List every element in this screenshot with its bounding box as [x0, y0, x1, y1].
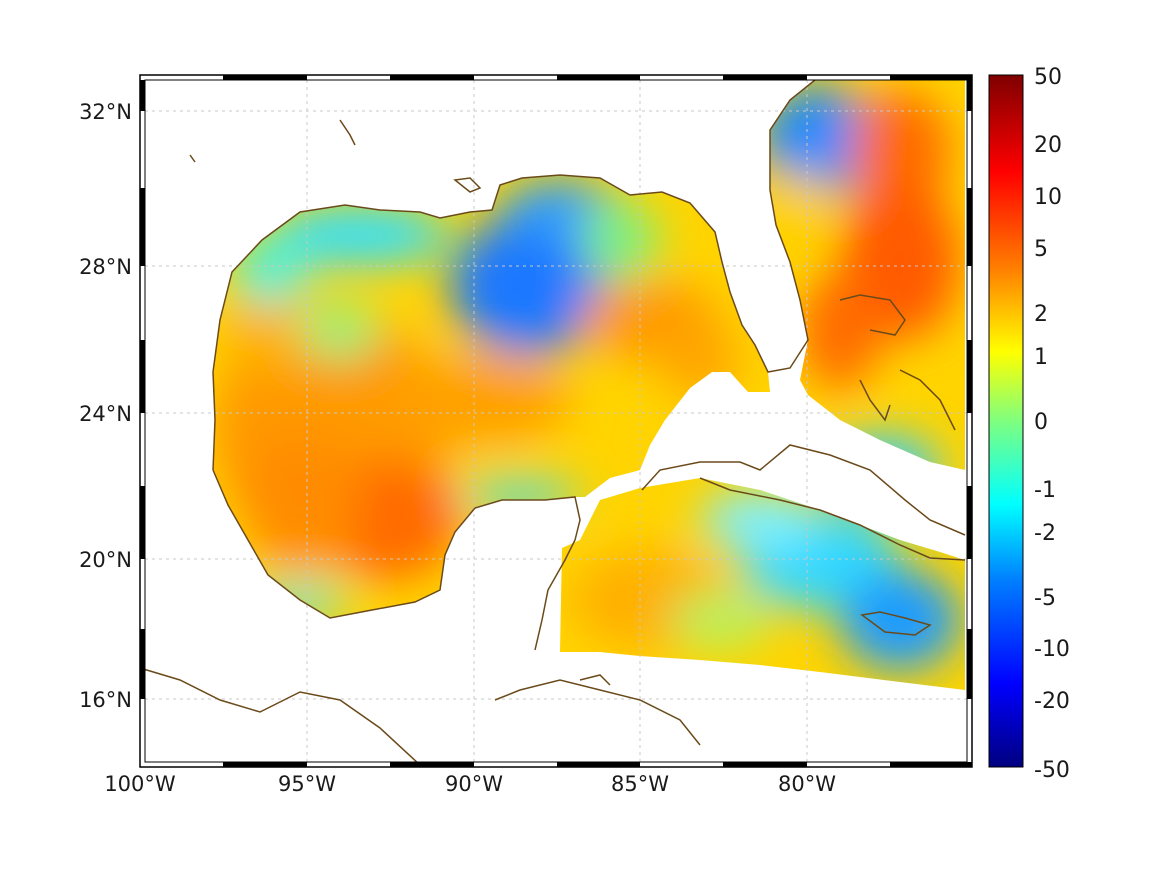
- colorbar-gradient: [988, 74, 1024, 768]
- colorbar-label: -20: [1034, 689, 1070, 714]
- lon-label: 85°W: [611, 772, 669, 796]
- lon-label: 100°W: [104, 772, 176, 796]
- colorbar-label: 0: [1034, 410, 1048, 435]
- colorbar-label: 10: [1034, 185, 1062, 210]
- colorbar-label: -2: [1034, 521, 1056, 546]
- colorbar-label: 50: [1034, 65, 1062, 90]
- lon-label: 90°W: [445, 772, 503, 796]
- latitude-labels: 32°N 28°N 24°N 20°N 16°N: [79, 100, 132, 712]
- colorbar-label: 20: [1034, 133, 1062, 158]
- longitude-labels: 100°W 95°W 90°W 85°W 80°W: [104, 772, 836, 796]
- colorbar-label: 1: [1034, 345, 1048, 370]
- colorbar: 50 20 10 5 2 1 0 -1 -2 -5 -10 -20 -50: [988, 65, 1070, 783]
- colorbar-label: 2: [1034, 302, 1048, 327]
- lat-label: 28°N: [79, 255, 132, 279]
- lat-label: 16°N: [79, 688, 132, 712]
- lat-label: 24°N: [79, 402, 132, 426]
- lon-label: 95°W: [278, 772, 336, 796]
- anomaly-field: [213, 80, 965, 690]
- lat-label: 20°N: [79, 548, 132, 572]
- map-frame: [139, 74, 973, 768]
- lat-label: 32°N: [79, 100, 132, 124]
- colorbar-label: 5: [1034, 237, 1048, 262]
- colorbar-label: -5: [1034, 586, 1056, 611]
- colorbar-label: -50: [1034, 758, 1070, 783]
- lon-label: 80°W: [778, 772, 836, 796]
- colorbar-label: -1: [1034, 478, 1056, 503]
- colorbar-label: -10: [1034, 637, 1070, 662]
- coastlines: [139, 79, 966, 766]
